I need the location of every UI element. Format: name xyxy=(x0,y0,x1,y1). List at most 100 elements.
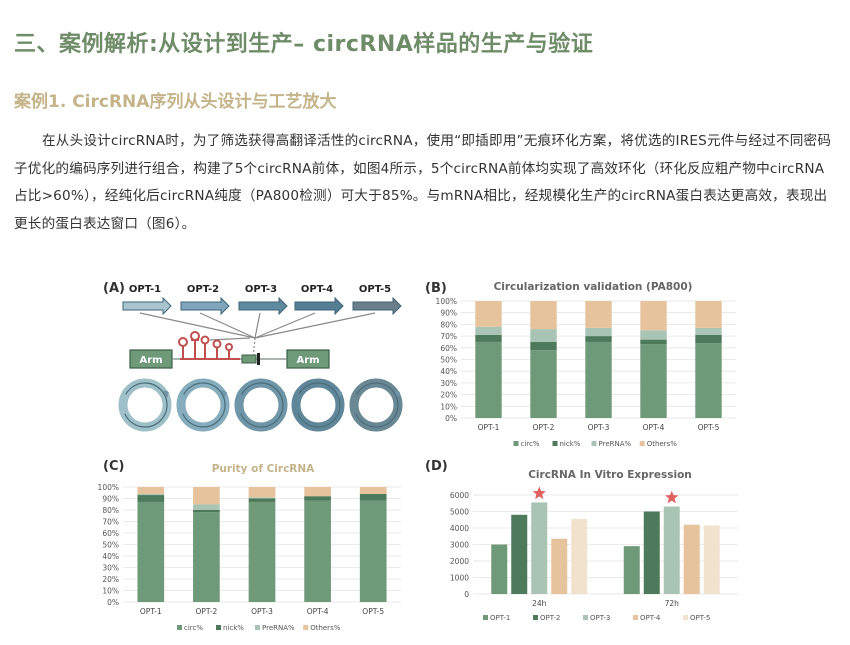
legend-label: nick% xyxy=(560,440,581,448)
opt-arrow xyxy=(352,296,402,316)
legend-label: OPT-2 xyxy=(540,614,560,622)
star-icon xyxy=(532,486,546,500)
bar-segment xyxy=(359,487,387,494)
bar-segment xyxy=(530,301,557,330)
legend-label: PreRNA% xyxy=(599,440,632,448)
coding-segment xyxy=(241,354,257,364)
y-tick-label: 0% xyxy=(445,414,457,423)
bar-segment xyxy=(640,339,667,345)
y-tick-label: 20% xyxy=(440,391,457,400)
y-tick-label: 1000 xyxy=(450,574,469,583)
bar-segment xyxy=(137,493,165,496)
legend-swatch xyxy=(583,615,588,620)
circrna-ring-outline xyxy=(295,382,341,428)
bar xyxy=(623,546,640,594)
legend-swatch xyxy=(533,615,538,620)
y-tick-label: 90% xyxy=(440,309,457,318)
y-tick-label: 40% xyxy=(440,367,457,376)
bar-segment xyxy=(193,487,220,505)
panel-a-schematic: (A) OPT-1 OPT-2 OPT-3 OPT-4 OPT-5 Arm Arm xyxy=(103,281,403,432)
y-tick-label: 70% xyxy=(102,518,119,527)
y-tick-label: 100% xyxy=(98,483,119,492)
y-tick-label: 100% xyxy=(436,297,457,306)
opt-label: OPT-1 xyxy=(129,284,161,295)
legend-label: OPT-4 xyxy=(640,614,661,622)
bar-segment xyxy=(695,327,722,335)
y-tick-label: 2000 xyxy=(450,557,469,566)
bar-segment xyxy=(359,493,387,501)
x-tick-label: OPT-1 xyxy=(140,607,162,616)
opt-arrow xyxy=(122,296,172,316)
body-paragraph: 在从头设计circRNA时，为了筛选获得高翻译活性的circRNA，使用“即插即… xyxy=(14,133,832,232)
y-tick-label: 90% xyxy=(102,495,119,504)
legend-label: OPT-3 xyxy=(590,614,610,622)
legend-swatch xyxy=(255,625,260,630)
ring-arrowhead-icon xyxy=(221,390,227,398)
bar-segment xyxy=(248,487,276,498)
legend-label: Others% xyxy=(310,624,341,632)
y-tick-label: 10% xyxy=(440,402,457,411)
y-tick-label: 50% xyxy=(440,356,457,365)
y-tick-label: 60% xyxy=(440,344,457,353)
chart-d-expression: (D) CircRNA In Vitro Expression 0 1000 200… xyxy=(425,459,738,622)
arm-right-label: Arm xyxy=(296,355,319,366)
panel-a-label: (A) xyxy=(103,281,125,296)
bar-segment xyxy=(475,341,502,418)
figure-4: (A) OPT-1 OPT-2 OPT-3 OPT-4 OPT-5 Arm Arm xyxy=(95,270,760,640)
bar-segment xyxy=(137,501,165,602)
x-tick-label: OPT-4 xyxy=(643,423,665,432)
chart-c-title: Purity of CircRNA xyxy=(212,463,315,475)
y-tick-label: 0% xyxy=(107,598,119,607)
bar-segment xyxy=(304,500,331,602)
x-tick-label: OPT-2 xyxy=(196,607,218,616)
legend-swatch xyxy=(177,625,182,630)
legend-swatch xyxy=(683,615,688,620)
opt-arrow xyxy=(180,296,230,316)
bar-segment xyxy=(695,301,722,328)
bar-segment xyxy=(585,327,612,337)
legend-swatch xyxy=(633,615,638,620)
legend-label: circ% xyxy=(521,440,540,448)
junction-mark xyxy=(257,353,260,365)
y-tick-label: 60% xyxy=(102,529,119,538)
y-tick-label: 10% xyxy=(102,587,119,596)
panel-c-label: (C) xyxy=(103,459,124,474)
bar-segment xyxy=(248,501,276,602)
panel-d-label: (D) xyxy=(425,459,448,474)
bar-segment xyxy=(193,512,220,602)
x-tick-label: OPT-1 xyxy=(478,423,500,432)
ires-stem-loops-icon xyxy=(178,331,240,360)
panel-b-label: (B) xyxy=(425,281,447,296)
opt-label: OPT-2 xyxy=(187,284,219,295)
y-tick-label: 80% xyxy=(102,506,119,515)
bar-segment xyxy=(193,504,220,510)
figure-canvas: (A) OPT-1 OPT-2 OPT-3 OPT-4 OPT-5 Arm Arm xyxy=(98,281,738,632)
bar-segment xyxy=(585,341,612,418)
bar xyxy=(531,502,548,594)
x-tick-label: OPT-3 xyxy=(588,423,610,432)
y-tick-label: 80% xyxy=(440,320,457,329)
y-tick-label: 3000 xyxy=(450,541,469,550)
bar-segment xyxy=(530,329,557,342)
x-tick-label: OPT-5 xyxy=(362,607,384,616)
y-tick-label: 20% xyxy=(102,575,119,584)
x-tick-label: 72h xyxy=(665,599,680,608)
arm-left-label: Arm xyxy=(139,355,162,366)
legend-swatch xyxy=(552,441,558,446)
bar-segment xyxy=(137,495,165,502)
chart-b-title: Circularization validation (PA800) xyxy=(494,281,693,293)
circrna-ring-outline xyxy=(122,382,168,428)
bar-segment xyxy=(475,326,502,335)
bar-segment xyxy=(640,301,667,331)
star-icon xyxy=(665,490,679,504)
y-tick-label: 30% xyxy=(102,564,119,573)
bar-segment xyxy=(695,334,722,344)
chart-c-purity: (C) Purity of CircRNA 0% 10% 20% 30% 40% 50% 6… xyxy=(98,459,401,632)
ring-arrowhead-icon xyxy=(163,390,169,398)
x-tick-label: OPT-5 xyxy=(698,423,720,432)
y-tick-label: 50% xyxy=(102,541,119,550)
bar-segment xyxy=(304,487,331,497)
x-tick-label: OPT-2 xyxy=(533,423,555,432)
legend-label: OPT-1 xyxy=(490,614,510,622)
y-tick-label: 0 xyxy=(464,590,469,599)
